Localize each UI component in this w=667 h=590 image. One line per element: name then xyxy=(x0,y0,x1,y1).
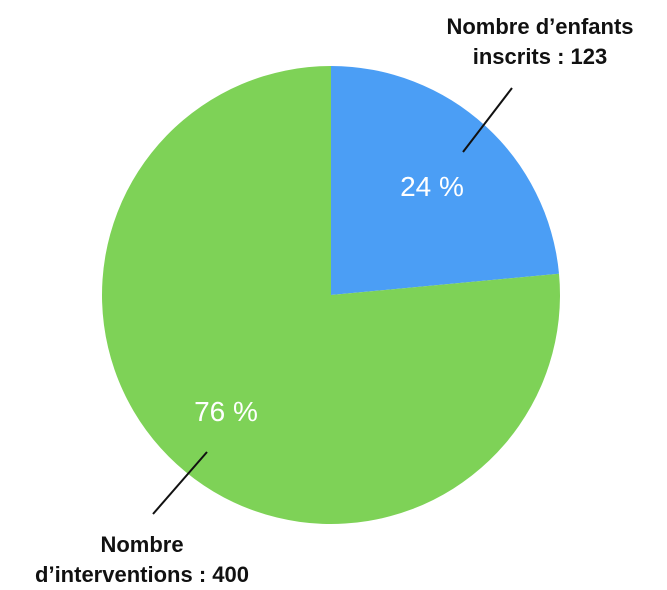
callout-leader-line xyxy=(462,87,513,153)
pie-slice-1 xyxy=(101,66,560,525)
pie-slice-0 xyxy=(331,66,560,295)
slice-percent-label: 24 % xyxy=(400,171,464,202)
callout-leader-line xyxy=(152,451,208,515)
slice-percent-label: 76 % xyxy=(194,396,258,427)
slice-callout-label: Nombre xyxy=(100,532,183,557)
slice-callout-label: inscrits : 123 xyxy=(473,44,608,69)
slice-callout-label: Nombre d’enfants xyxy=(446,14,633,39)
pie-slices xyxy=(101,66,560,525)
slice-callout-label: d’interventions : 400 xyxy=(35,562,249,587)
